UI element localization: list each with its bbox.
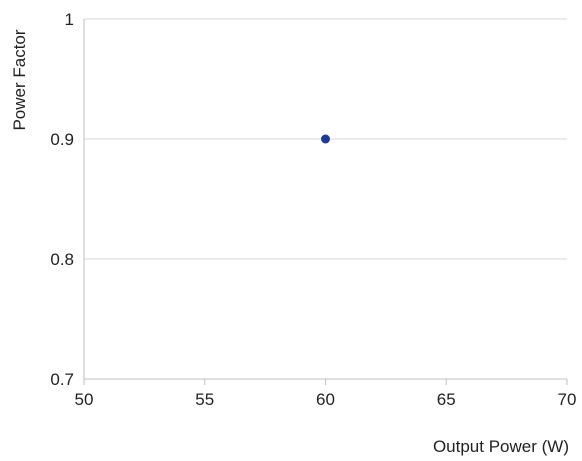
x-tick-label: 50	[75, 390, 94, 409]
data-point	[321, 134, 330, 144]
x-tick-label: 65	[437, 390, 456, 409]
x-tick-label: 55	[195, 390, 214, 409]
y-axis-title: Power Factor	[10, 29, 29, 130]
y-tick-labels: 0.7 0.8 0.9 1	[50, 10, 74, 389]
y-tick-label: 0.9	[50, 130, 74, 149]
y-tick-label: 1	[65, 10, 74, 29]
x-tick-label: 70	[558, 390, 577, 409]
x-axis-title: Output Power (W)	[433, 437, 569, 456]
axes	[83, 19, 568, 385]
data-points	[321, 134, 330, 144]
x-tick-label: 60	[316, 390, 335, 409]
y-tick-label: 0.7	[50, 370, 74, 389]
y-tick-label: 0.8	[50, 250, 74, 269]
x-tick-labels: 50 55 60 65 70	[75, 390, 577, 409]
